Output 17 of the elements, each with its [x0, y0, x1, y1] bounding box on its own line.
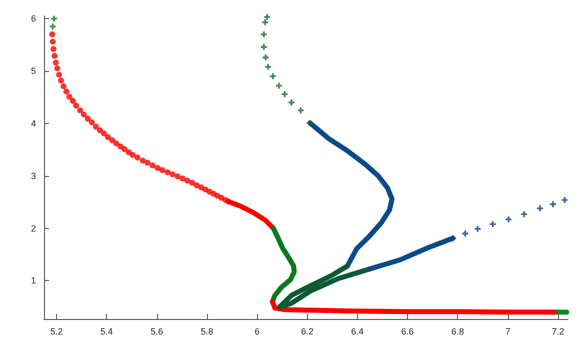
y-tick-label: 6: [30, 14, 36, 24]
x-tick-label: 6.4: [351, 326, 364, 336]
x-tick-label: 7: [505, 326, 510, 336]
x-tick-label: 7.2: [552, 326, 564, 336]
x-tick-label: 5.6: [150, 326, 164, 336]
x-tick-label: 5.8: [200, 326, 214, 336]
x-tick-label: 6.6: [401, 326, 414, 336]
y-tick-label: 4: [30, 118, 36, 128]
x-tick-label: 6.8: [451, 326, 464, 336]
y-tick-label: 1: [30, 276, 36, 286]
y-tick-label: 2: [30, 223, 36, 234]
x-tick-label: 6: [254, 326, 260, 336]
x-tick-label: 6.2: [300, 326, 314, 336]
x-tick-label: 5.4: [100, 326, 113, 336]
y-tick-label: 5: [30, 66, 36, 76]
y-tick-label: 3: [30, 170, 36, 181]
x-tick-label: 5.2: [50, 326, 63, 336]
